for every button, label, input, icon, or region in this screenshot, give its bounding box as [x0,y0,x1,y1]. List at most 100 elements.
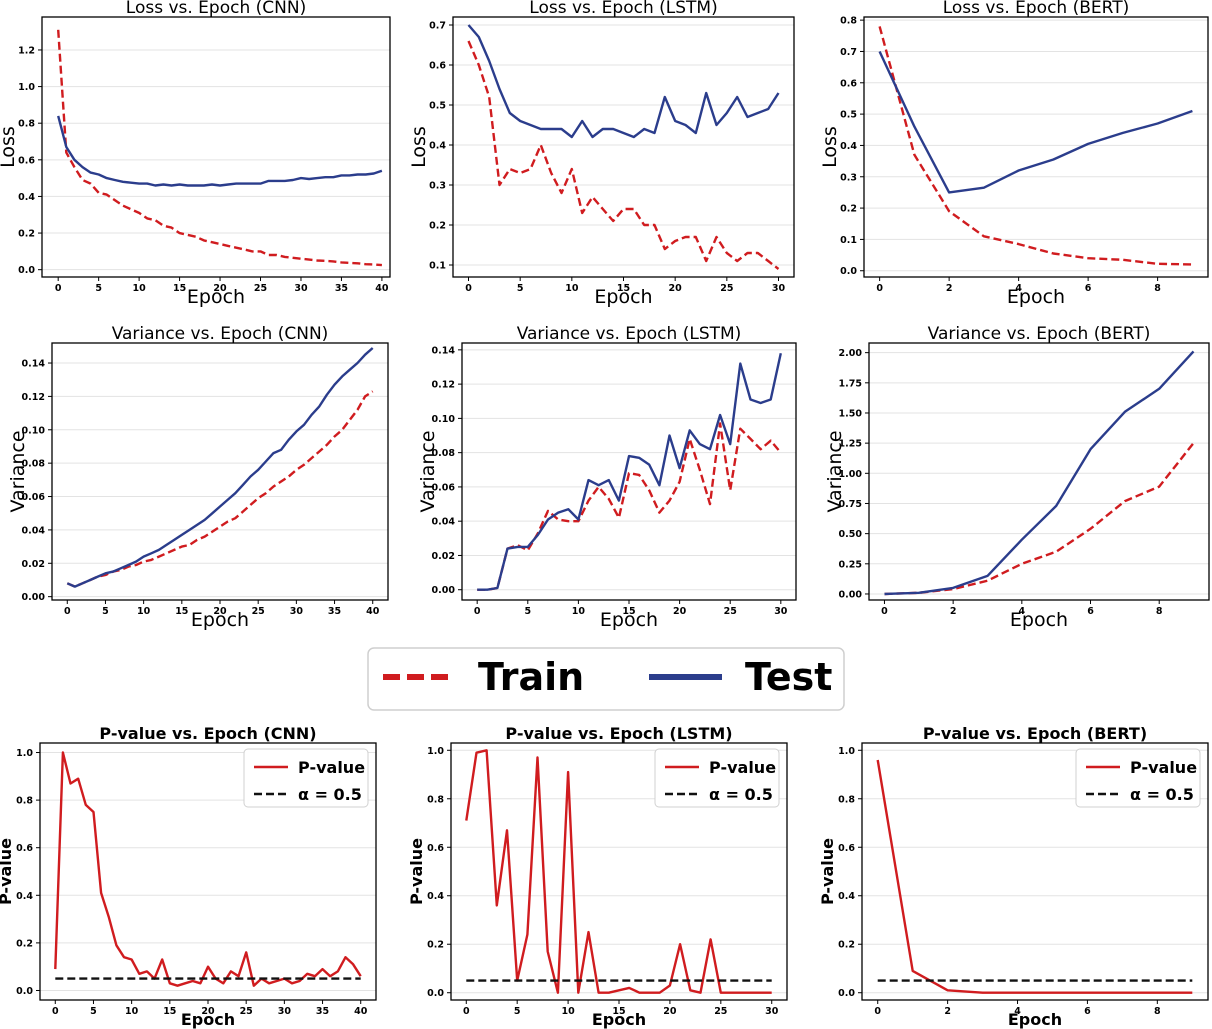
x-tick-label: 4 [1019,606,1026,617]
x-tick-label: 0 [465,283,472,294]
panel-legend: P-value α = 0.5 [654,748,780,808]
y-tick-label: 0.1 [840,235,857,246]
chart-var-bert: 0.00 0.25 0.50 0.75 1.00 1.25 1.50 1.75 2.00 0 2 4 6… [824,324,1210,631]
series-line-train [467,40,780,270]
y-axis-label: Variance [824,430,846,512]
y-axis-label: P-value [818,838,837,905]
series-line-train [477,422,782,591]
y-tick-label: 0.04 [22,525,46,536]
plot-frame [863,16,1209,278]
y-tick-label: 1.50 [839,408,863,419]
x-axis-label: Epoch [1008,1010,1062,1029]
x-tick-label: 40 [375,283,389,294]
series-line-train [66,390,374,588]
x-tick-label: 25 [254,283,267,294]
y-tick-label: 1.0 [427,746,444,757]
y-tick-label: 0.4 [429,141,446,152]
x-tick-label: 0 [876,283,883,294]
y-axis-label: P-value [407,838,426,905]
y-tick-label: 0.14 [432,345,456,356]
panel-legend-label: P-value [1130,758,1197,777]
x-tick-label: 10 [565,283,579,294]
x-tick-label: 40 [366,606,380,617]
x-tick-label: 6 [1085,283,1092,294]
x-axis-label: Epoch [1007,286,1065,308]
x-tick-label: 5 [517,283,524,294]
panel-legend: P-value α = 0.5 [243,748,369,808]
x-tick-label: 20 [669,283,683,294]
y-axis-label: Loss [819,126,841,168]
x-tick-label: 15 [175,606,188,617]
y-tick-label: 0.4 [16,891,33,902]
y-tick-label: 0.0 [16,986,33,997]
panel-legend-label: P-value [298,758,365,777]
y-tick-label: 0.10 [432,414,456,425]
chart-title: P-value vs. Epoch (LSTM) [505,724,732,743]
panel-legend: P-value α = 0.5 [1075,748,1201,808]
y-tick-label: 0.4 [840,141,857,152]
x-tick-label: 25 [724,606,737,617]
x-tick-label: 20 [663,1006,677,1017]
y-tick-label: 0.6 [840,78,857,89]
y-tick-label: 0.1 [429,261,446,272]
plot-frame [452,16,795,278]
y-tick-label: 0.4 [18,192,35,203]
x-tick-label: 30 [772,283,786,294]
x-tick-label: 4 [1015,283,1022,294]
y-tick-label: 0.12 [432,380,455,391]
y-tick-label: 0.12 [22,392,45,403]
x-tick-label: 25 [240,1006,253,1017]
x-tick-label: 30 [290,606,304,617]
x-tick-label: 25 [714,1006,727,1017]
x-tick-label: 30 [774,606,788,617]
y-tick-label: 0.8 [840,16,857,27]
chart-loss-cnn: 0.0 0.2 0.4 0.6 0.8 1.0 1.2 0 5 10 15 20 25 30 35 40 Los… [0,0,391,308]
y-tick-label: 0.5 [429,101,446,112]
y-tick-label: 0.08 [432,448,456,459]
x-tick-label: 5 [102,606,109,617]
chart-title: Loss vs. Epoch (BERT) [943,0,1130,18]
series-line-test [57,115,383,187]
panel-legend-label: α = 0.5 [709,785,773,804]
x-tick-label: 2 [950,606,957,617]
y-tick-label: 0.08 [22,459,46,470]
legend-test-label: Test [745,655,832,699]
plot-frame [861,742,1209,1001]
y-axis-label: Loss [408,126,430,168]
main-legend-box [367,647,845,711]
y-tick-label: 0.02 [432,551,455,562]
x-tick-label: 5 [524,606,531,617]
x-tick-label: 0 [52,1006,59,1017]
x-tick-label: 30 [294,283,308,294]
chart-title: Loss vs. Epoch (LSTM) [529,0,717,18]
y-tick-label: 0.5 [840,110,857,121]
y-tick-label: 0.4 [838,891,855,902]
y-tick-label: 0.2 [18,229,35,240]
chart-p-cnn: 0.0 0.2 0.4 0.6 0.8 1.0 0 5 10 15 20 25 30 35 40 P-valu… [0,724,377,1029]
series-line-test [884,350,1195,596]
y-tick-label: 0.8 [18,119,35,130]
x-tick-label: 6 [1087,606,1094,617]
x-tick-label: 25 [252,606,265,617]
x-tick-label: 30 [278,1006,292,1017]
x-tick-label: 5 [514,1006,521,1017]
chart-title: Variance vs. Epoch (BERT) [928,324,1151,344]
legend-train-label: Train [478,655,584,699]
x-tick-label: 8 [1154,1006,1161,1017]
y-tick-label: 1.25 [839,439,862,450]
y-tick-label: 0.14 [22,359,46,370]
y-tick-label: 0.2 [840,204,857,215]
x-axis-label: Epoch [191,609,249,631]
y-tick-label: 0.06 [432,482,456,493]
x-tick-label: 4 [1014,1006,1021,1017]
x-tick-label: 40 [354,1006,368,1017]
x-tick-label: 2 [946,283,953,294]
y-axis-label: P-value [0,838,15,905]
x-tick-label: 0 [463,1006,470,1017]
x-tick-label: 15 [612,1006,625,1017]
series-line-test [467,24,780,139]
x-tick-label: 15 [173,283,186,294]
x-tick-label: 0 [874,1006,881,1017]
